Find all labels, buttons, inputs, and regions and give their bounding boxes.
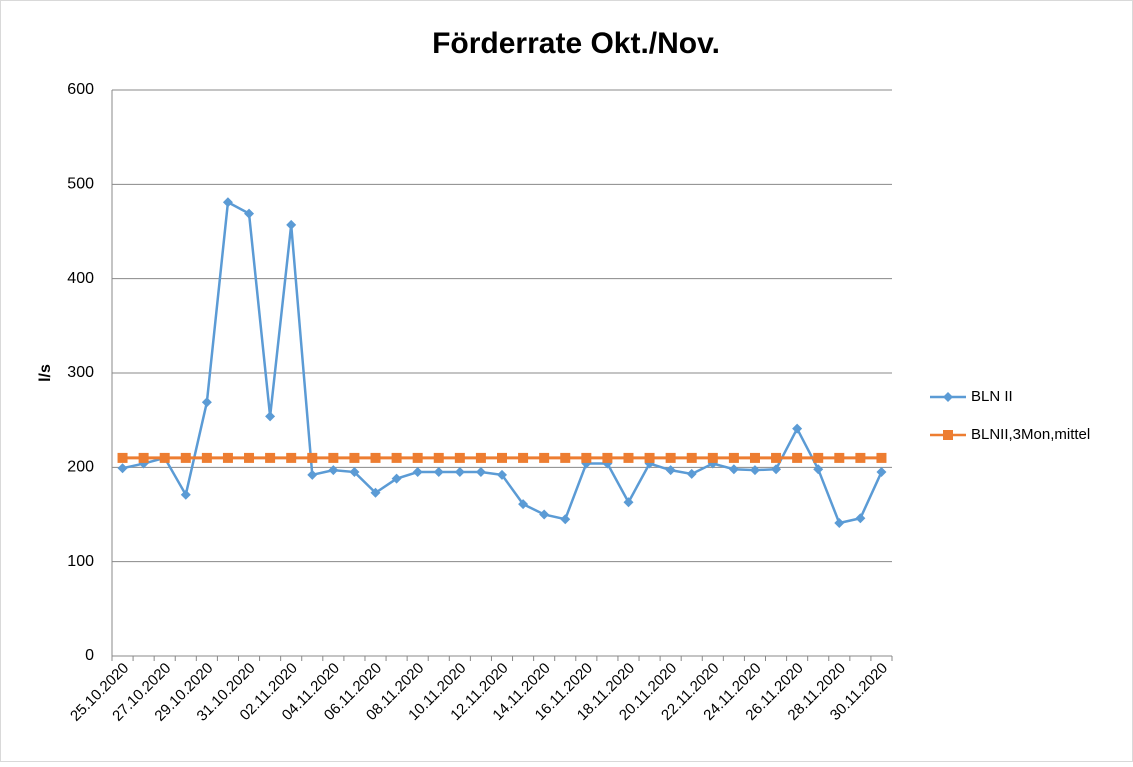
marker [286, 219, 297, 230]
y-tick-label: 300 [67, 364, 94, 381]
marker [686, 468, 697, 479]
marker [454, 452, 465, 463]
marker [581, 452, 592, 463]
legend-label: BLNII,3Mon,mittel [971, 426, 1090, 443]
marker [222, 197, 233, 208]
marker [180, 489, 191, 500]
marker [244, 208, 255, 219]
marker [665, 465, 676, 476]
marker [813, 452, 824, 463]
marker [412, 452, 423, 463]
marker [771, 464, 782, 475]
marker [475, 452, 486, 463]
marker [391, 473, 402, 484]
y-tick-label: 200 [67, 459, 94, 476]
marker [771, 452, 782, 463]
marker [475, 467, 486, 478]
legend-label: BLN II [971, 388, 1013, 405]
marker [728, 452, 739, 463]
marker [602, 452, 613, 463]
marker [349, 467, 360, 478]
marker [497, 469, 507, 480]
marker [644, 452, 655, 463]
marker [391, 452, 402, 463]
chart-title: Förderrate Okt./Nov. [432, 27, 720, 60]
marker [117, 452, 128, 463]
marker [834, 517, 845, 528]
marker [623, 497, 634, 508]
marker [433, 452, 444, 463]
marker [539, 509, 550, 520]
marker [665, 452, 676, 463]
marker [518, 452, 529, 463]
marker [855, 513, 866, 524]
marker [201, 452, 212, 463]
y-tick-label: 500 [67, 176, 94, 193]
marker [792, 423, 803, 434]
marker [792, 452, 803, 463]
marker [728, 464, 739, 475]
marker [138, 452, 149, 463]
marker [876, 467, 887, 478]
marker [623, 452, 634, 463]
legend-marker [943, 392, 953, 402]
y-axis-label: l/s [37, 364, 54, 382]
y-tick-label: 400 [67, 270, 94, 287]
marker [159, 452, 170, 463]
marker [244, 452, 255, 463]
marker [749, 465, 760, 476]
marker [497, 452, 507, 463]
marker [265, 452, 276, 463]
marker [834, 452, 845, 463]
marker [180, 452, 191, 463]
marker [307, 469, 318, 480]
legend-marker [943, 430, 953, 440]
marker [328, 465, 339, 476]
marker [560, 514, 571, 525]
marker [412, 467, 423, 478]
marker [286, 452, 297, 463]
marker [813, 464, 824, 475]
marker [518, 499, 529, 510]
marker [539, 452, 550, 463]
marker [749, 452, 760, 463]
y-tick-label: 100 [67, 553, 94, 570]
marker [686, 452, 697, 463]
marker [201, 397, 212, 408]
marker [560, 452, 571, 463]
marker [454, 467, 465, 478]
marker [117, 463, 128, 474]
marker [328, 452, 339, 463]
y-tick-label: 600 [67, 81, 94, 98]
marker [349, 452, 360, 463]
marker [707, 452, 718, 463]
marker [855, 452, 866, 463]
marker [265, 411, 276, 422]
marker [307, 452, 318, 463]
y-tick-label: 0 [85, 647, 94, 664]
marker [370, 452, 381, 463]
marker [370, 487, 381, 498]
marker [222, 452, 233, 463]
marker [433, 467, 444, 478]
marker [876, 452, 887, 463]
